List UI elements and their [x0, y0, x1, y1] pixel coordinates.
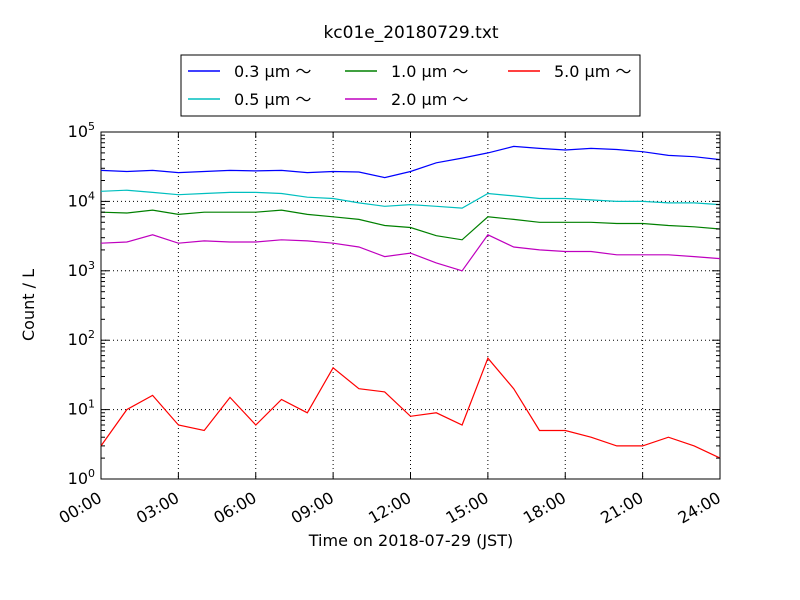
x-tick-label: 15:00	[442, 488, 491, 528]
plot-area	[100, 131, 721, 480]
series-line-4	[100, 357, 721, 459]
legend-box	[180, 54, 641, 117]
x-tick-label: 12:00	[365, 488, 414, 528]
y-tick-label: 104	[68, 189, 95, 210]
x-tick-label: 21:00	[597, 488, 646, 528]
legend-label: 1.0 μm ～	[391, 62, 468, 81]
series-line-3	[100, 234, 721, 272]
series-line-2	[100, 209, 721, 241]
series-line-1	[100, 189, 721, 209]
x-tick-label: 09:00	[288, 488, 337, 528]
y-tick-labels: 100 101 102 103 104 105	[68, 120, 95, 488]
y-tick-label: 102	[68, 328, 95, 349]
x-tick-label: 06:00	[210, 488, 259, 528]
y-tick-label: 103	[68, 259, 95, 280]
x-tick-label: 00:00	[56, 488, 105, 528]
legend-label: 5.0 μm ～	[554, 62, 631, 81]
chart-title: kc01e_20180729.txt	[323, 23, 498, 43]
x-tick-label: 18:00	[520, 488, 569, 528]
y-tick-label: 101	[68, 398, 95, 419]
series-line-0	[100, 145, 721, 179]
plot-frame	[100, 131, 721, 480]
legend-label: 0.3 μm ～	[234, 62, 311, 81]
y-tick-label: 105	[68, 120, 95, 141]
legend: 0.3 μm ～ 1.0 μm ～ 5.0 μm ～ 0.5 μm ～ 2.0 μm ～	[180, 54, 641, 117]
x-tick-labels: 00:00 03:00 06:00 09:00 12:00 15:00 18:00 21:00…	[56, 488, 724, 528]
y-tick-label: 100	[68, 467, 95, 488]
x-axis-label: Time on 2018-07-29 (JST)	[308, 531, 513, 550]
series-layer	[100, 145, 721, 459]
legend-label: 0.5 μm ～	[234, 90, 311, 109]
x-tick-label: 03:00	[133, 488, 182, 528]
x-tick-label: 24:00	[675, 488, 724, 528]
y-axis-label: Count / L	[19, 269, 38, 341]
axis-ticks	[100, 131, 721, 480]
legend-label: 2.0 μm ～	[391, 90, 468, 109]
